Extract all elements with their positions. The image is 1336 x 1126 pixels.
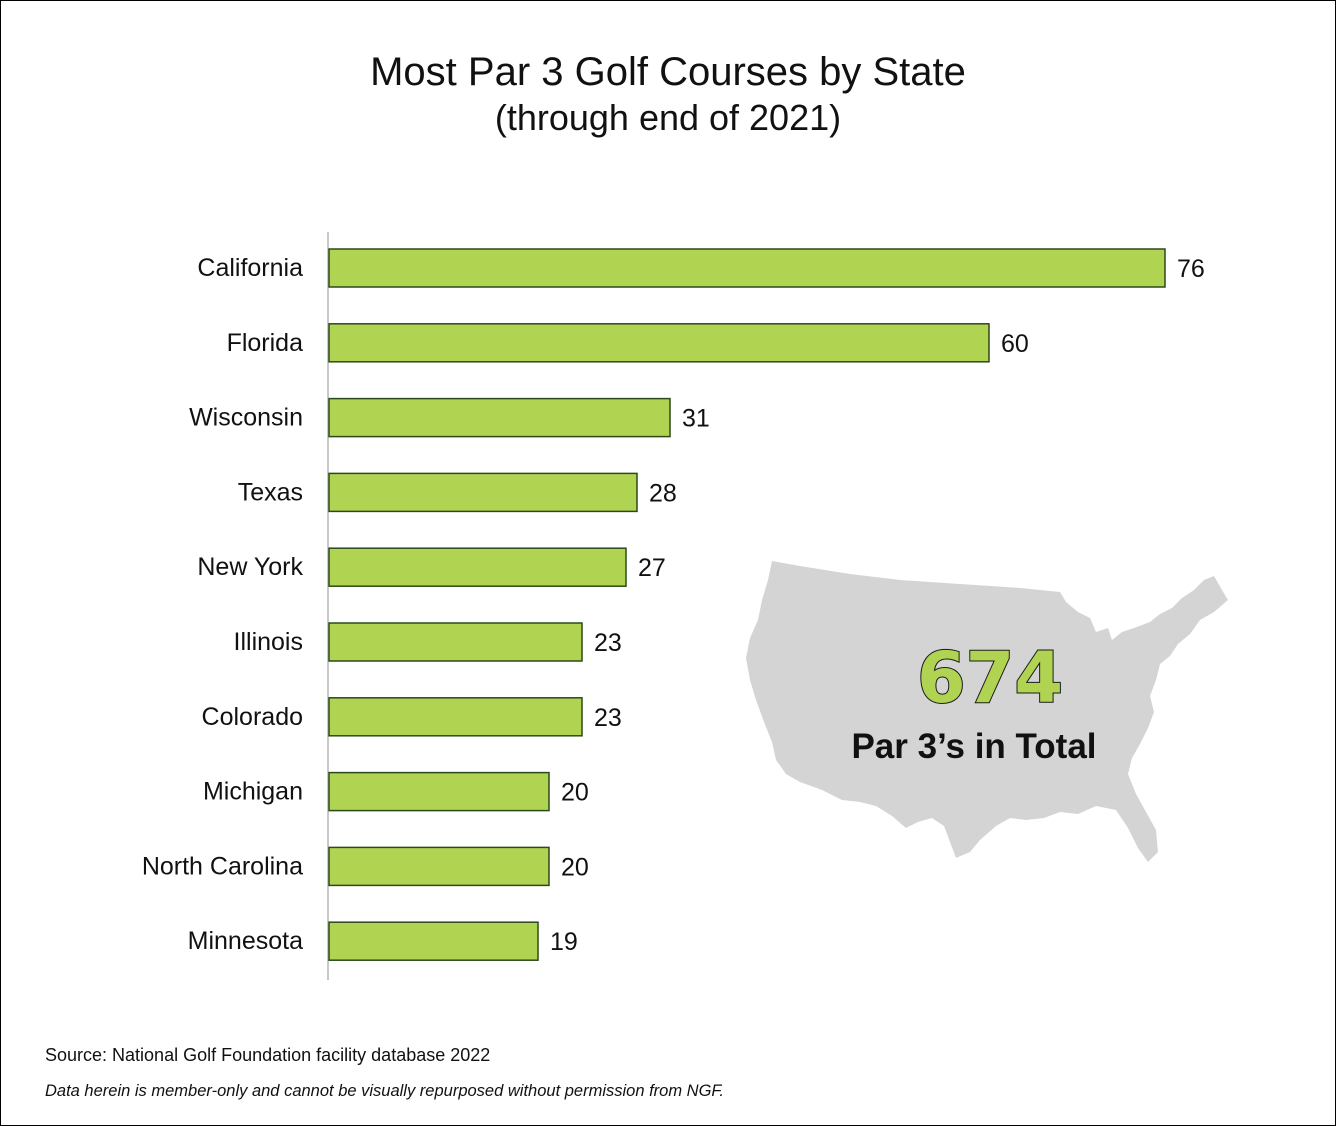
bar-texas: [328, 472, 638, 513]
value-label: 27: [638, 554, 666, 582]
bar-illinois: [328, 622, 583, 662]
value-label: 23: [594, 704, 622, 732]
value-label: 60: [1001, 330, 1029, 358]
category-label: North Carolina: [142, 852, 303, 880]
chart-subtitle: (through end of 2021): [494, 97, 842, 138]
category-label: California: [197, 254, 303, 282]
total-callout: 674 Par 3’s in Total: [851, 636, 1096, 766]
category-label: Wisconsin: [189, 404, 303, 432]
bar-michigan: [328, 771, 550, 812]
category-label: Minnesota: [188, 927, 303, 955]
category-label: Florida: [227, 329, 304, 357]
bar-minnesota: [328, 921, 539, 961]
bar-california: [328, 248, 1166, 288]
bar-florida: [328, 323, 990, 363]
us-map-shape: [746, 561, 1228, 862]
chart-title: Most Par 3 Golf Courses by State: [370, 50, 966, 94]
bar-north-carolina: [328, 846, 550, 887]
total-label: Par 3’s in Total: [851, 727, 1096, 766]
disclaimer-note: Data herein is member-only and cannot be…: [45, 1082, 724, 1100]
value-label: 31: [682, 405, 710, 433]
value-label: 20: [561, 779, 589, 807]
bar-new-york: [328, 547, 627, 587]
category-label: Texas: [238, 478, 303, 506]
value-label: 19: [550, 928, 578, 956]
source-note: Source: National Golf Foundation facilit…: [45, 1045, 491, 1065]
bar-colorado: [328, 697, 583, 737]
value-label: 20: [561, 853, 589, 881]
bars-group: California 76 Florida 60 Wisconsin 31 Texas 28 N…: [142, 248, 1205, 961]
category-label: Colorado: [202, 703, 303, 731]
us-map-icon: [746, 561, 1228, 862]
category-label: Illinois: [234, 628, 303, 656]
bar-wisconsin: [328, 397, 671, 438]
value-label: 76: [1177, 255, 1205, 283]
category-label: Michigan: [203, 778, 303, 806]
value-label: 28: [649, 479, 677, 507]
value-label: 23: [594, 629, 622, 657]
category-label: New York: [197, 553, 303, 581]
total-value: 674: [917, 637, 1063, 719]
